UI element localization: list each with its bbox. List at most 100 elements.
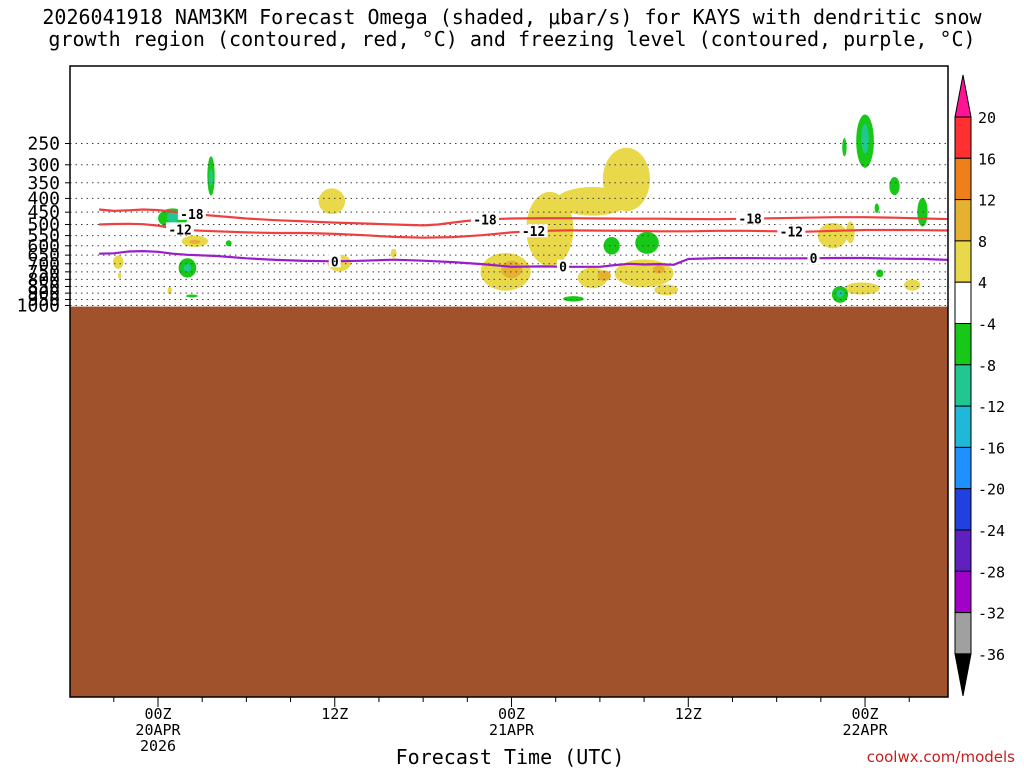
- colorbar-label-12: -32: [978, 605, 1005, 623]
- omega-feature-10: [113, 255, 124, 269]
- omega-feature-40: [874, 203, 880, 214]
- y-tick-label-250: 250: [27, 134, 60, 155]
- y-tick-label-700: 700: [27, 254, 60, 275]
- contour-label-bg-7: [557, 259, 570, 273]
- y-tick-label-950: 950: [27, 289, 60, 310]
- y-tick-label-650: 650: [27, 245, 60, 266]
- colorbar-label-5: -4: [978, 316, 996, 334]
- y-axis: 2503003504004505005506006507007508008509…: [17, 134, 70, 316]
- omega-feature-17: [501, 260, 522, 279]
- colorbar-swatch-8: [954, 446, 972, 490]
- colorbar-bottom-arrow: [954, 653, 972, 696]
- colorbar: 20 16 12 8 4 -4 -8 -12 -16 -20 -24 -28 -32 -36: [954, 74, 1005, 696]
- contour-label-8: 0: [810, 252, 818, 267]
- colorbar-swatch-9: [954, 488, 972, 531]
- y-tick-label-350: 350: [27, 173, 60, 194]
- colorbar-label-0: 20: [978, 109, 996, 127]
- x-tick-label-4-1: 22APR: [842, 721, 888, 739]
- contour-label-bg-5: [777, 224, 806, 238]
- colorbar-swatch-5: [954, 323, 972, 366]
- omega-feature-20: [602, 147, 650, 212]
- terrain-band: [70, 306, 948, 697]
- contour-label-4: -12: [522, 225, 545, 240]
- omega-feature-25: [654, 284, 678, 296]
- contour-label-bg-3: [166, 222, 195, 236]
- omega-feature-27: [635, 231, 659, 254]
- colorbar-swatch-11: [954, 570, 972, 614]
- omega-feature-24: [652, 265, 665, 274]
- contour-label-7: 0: [559, 261, 567, 276]
- contour-label-bg-0: [177, 206, 206, 220]
- omega-feature-28: [563, 296, 584, 302]
- x-tick-label-3-0: 12Z: [675, 705, 702, 723]
- y-tick-label-300: 300: [27, 155, 60, 176]
- omega-feature-1: [166, 211, 179, 223]
- colorbar-swatch-0: [954, 116, 972, 159]
- x-tick-label-2-1: 21APR: [489, 721, 535, 739]
- colorbar-label-10: -24: [978, 522, 1005, 540]
- omega-feature-5: [188, 239, 201, 244]
- colorbar-label-2: 12: [978, 192, 996, 210]
- omega-feature-31: [844, 282, 880, 295]
- omega-feature-9: [185, 294, 198, 298]
- omega-feature-36: [861, 124, 869, 154]
- omega-feature-15: [390, 248, 397, 258]
- colorbar-label-6: -8: [978, 357, 996, 375]
- y-tick-label-850: 850: [27, 276, 60, 297]
- omega-feature-41: [917, 197, 928, 227]
- x-tick-label-4-0: 00Z: [851, 705, 878, 723]
- omega-feature-12: [167, 286, 172, 295]
- contour-line-2: [99, 250, 948, 268]
- colorbar-swatch-1: [954, 157, 972, 201]
- chart-title-line-1: 2026041918 NAM3KM Forecast Omega (shaded…: [42, 5, 982, 29]
- chart-title-line-2: growth region (contoured, red, °C) and f…: [48, 27, 975, 51]
- contour-label-3: -12: [168, 223, 191, 238]
- colorbar-label-9: -20: [978, 481, 1005, 499]
- omega-feature-18: [526, 191, 574, 267]
- contour-label-0: -18: [180, 208, 204, 223]
- y-tick-label-400: 400: [27, 188, 60, 209]
- omega-feature-32: [904, 279, 921, 291]
- colorbar-swatch-3: [954, 240, 972, 283]
- colorbar-top-arrow: [954, 74, 972, 118]
- plot-area: -18 -18 -18-12 -12 -120 00: [69, 65, 949, 698]
- contour-label-1: -18: [473, 214, 497, 229]
- credit-text[interactable]: coolwx.com/models: [867, 748, 1015, 766]
- colorbar-label-11: -28: [978, 563, 1005, 581]
- contour-label-bg-6: [328, 254, 341, 268]
- contour-label-bg-8: [807, 251, 820, 265]
- colorbar-label-8: -16: [978, 439, 1005, 457]
- colorbar-label-1: 16: [978, 150, 996, 168]
- colorbar-swatch-12: [954, 612, 972, 655]
- x-tick-label-1-0: 12Z: [321, 705, 348, 723]
- y-tick-label-900: 900: [27, 283, 60, 304]
- colorbar-label-4: 4: [978, 274, 987, 292]
- y-tick-label-1000: 1000: [17, 295, 60, 316]
- x-tick-label-0-0: 00Z: [144, 705, 171, 723]
- colorbar-swatch-6: [954, 364, 972, 407]
- y-tick-label-550: 550: [27, 226, 60, 247]
- omega-feature-11: [117, 272, 122, 279]
- colorbar-swatch-10: [954, 529, 972, 572]
- contour-label-bg-1: [471, 212, 500, 226]
- omega-feature-29: [817, 222, 848, 249]
- x-tick-label-0-2: 2026: [140, 737, 176, 755]
- y-tick-label-600: 600: [27, 236, 60, 257]
- omega-feature-22: [597, 270, 611, 281]
- y-tick-label-800: 800: [27, 269, 60, 290]
- omega-feature-6: [225, 240, 232, 247]
- contour-label-bg-2: [736, 211, 765, 225]
- x-axis-label: Forecast Time (UTC): [396, 745, 625, 768]
- omega-feature-34: [836, 289, 844, 298]
- omega-feature-3: [209, 168, 213, 187]
- omega-feature-39: [876, 269, 884, 278]
- omega-feature-38: [889, 176, 900, 196]
- contour-label-2: -18: [738, 213, 762, 228]
- y-tick-label-450: 450: [27, 202, 60, 223]
- colorbar-swatch-7: [954, 405, 972, 448]
- contour-label-5: -12: [780, 226, 803, 241]
- contour-label-bg-4: [519, 224, 548, 238]
- y-tick-label-500: 500: [27, 214, 60, 235]
